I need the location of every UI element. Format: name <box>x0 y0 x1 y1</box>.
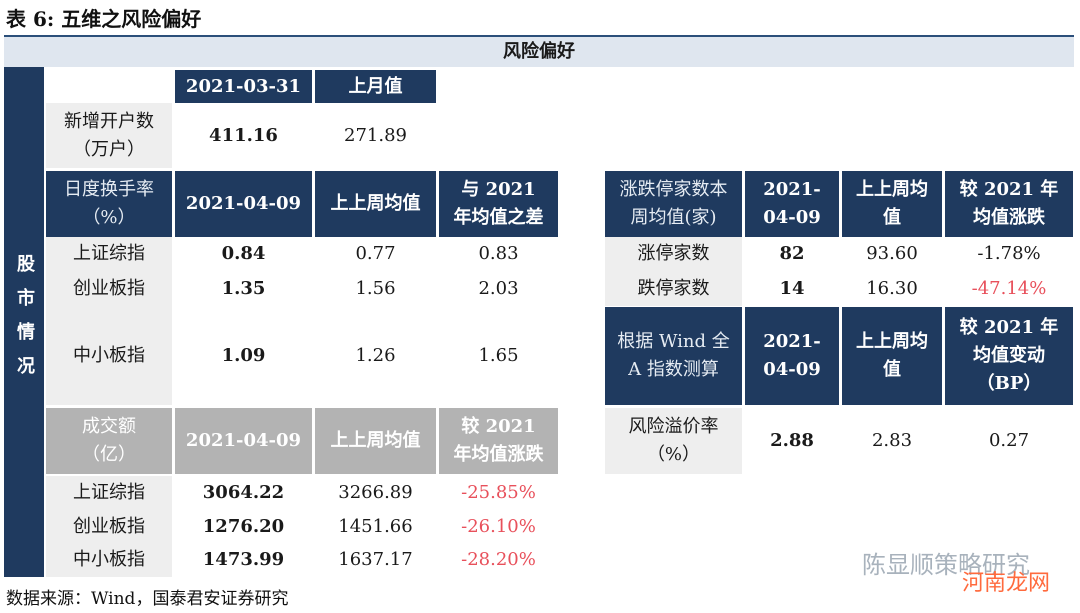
turnover-row-name: 创业板指 <box>46 271 172 307</box>
volume-diff-header: 较 2021 年均值涨跌 <box>439 408 558 474</box>
turnover-row-prev: 0.77 <box>355 243 396 264</box>
turnover-prev-header: 上上周均值 <box>315 171 436 237</box>
premium-label: 风险溢价率（%） <box>605 408 742 474</box>
limits-row-value: 14 <box>779 277 805 299</box>
volume-row-value: 1473.99 <box>202 549 285 570</box>
limits-diff-header: 较 2021 年均值涨跌 <box>945 171 1073 237</box>
limits-date-header: 2021-04-09 <box>745 171 839 237</box>
premium-value: 2.88 <box>770 430 814 451</box>
premium-prev-header: 上上周均值 <box>842 307 942 405</box>
volume-row-prev: 1451.66 <box>338 515 413 537</box>
volume-row-name: 创业板指 <box>46 510 172 543</box>
turnover-row-diff: 1.65 <box>478 345 519 366</box>
turnover-row-value: 1.09 <box>221 345 266 366</box>
accounts-prev-header: 上月值 <box>315 70 436 103</box>
accounts-value: 411.16 <box>209 124 278 146</box>
accounts-prev: 271.89 <box>344 124 407 146</box>
premium-prev: 2.83 <box>871 430 913 451</box>
limits-row-diff: -1.78% <box>977 243 1041 264</box>
limits-row-name: 跌停家数 <box>605 271 742 306</box>
banner-risk-appetite: 风险偏好 <box>4 35 1074 67</box>
turnover-row-name: 上证综指 <box>46 237 172 271</box>
volume-row-value: 1276.20 <box>202 515 285 537</box>
turnover-row-diff: 2.03 <box>478 278 519 299</box>
turnover-row-name: 中小板指 <box>46 307 172 405</box>
limits-row-name: 涨停家数 <box>605 237 742 271</box>
volume-row-diff: -26.10% <box>461 515 536 537</box>
limits-row-prev: 16.30 <box>866 277 918 299</box>
turnover-row-value: 1.35 <box>221 278 266 299</box>
limits-prev-header: 上上周均值 <box>842 171 942 237</box>
premium-diff: 0.27 <box>988 430 1030 451</box>
volume-row-value: 3064.22 <box>202 482 285 503</box>
volume-row-name: 中小板指 <box>46 543 172 577</box>
turnover-date-header: 2021-04-09 <box>175 171 312 237</box>
accounts-label: 新增开户数（万户） <box>46 103 172 168</box>
volume-row-diff: -25.85% <box>461 482 536 503</box>
volume-row-diff: -28.20% <box>461 549 536 570</box>
volume-label-header: 成交额（亿） <box>46 408 172 474</box>
accounts-date-header: 2021-03-31 <box>175 70 312 103</box>
limits-label-header: 涨跌停家数本周均值(家) <box>605 171 742 237</box>
limits-row-value: 82 <box>779 243 805 264</box>
volume-row-name: 上证综指 <box>46 476 172 510</box>
premium-diff-header: 较 2021 年均值变动（BP） <box>945 307 1073 405</box>
table-title: 表 6: 五维之风险偏好 <box>6 7 202 31</box>
volume-prev-header: 上上周均值 <box>315 408 436 474</box>
turnover-row-value: 0.84 <box>221 243 266 264</box>
watermark: 陈显顺策略研究 <box>862 551 1030 579</box>
turnover-row-prev: 1.56 <box>355 278 396 299</box>
watermark-site: 河南龙网 <box>961 571 1050 596</box>
turnover-diff-header: 与 2021 年均值之差 <box>439 171 558 237</box>
premium-label-header: 根据 Wind 全 A 指数测算 <box>605 307 742 405</box>
turnover-row-prev: 1.26 <box>355 345 396 366</box>
turnover-label-header: 日度换手率（%） <box>46 171 172 237</box>
limits-row-diff: -47.14% <box>971 277 1047 299</box>
side-label: 股市情况 <box>4 67 44 577</box>
volume-date-header: 2021-04-09 <box>175 408 312 474</box>
limits-row-prev: 93.60 <box>866 243 918 264</box>
turnover-row-diff: 0.83 <box>478 243 519 264</box>
volume-row-prev: 3266.89 <box>338 482 413 503</box>
volume-row-prev: 1637.17 <box>338 549 413 570</box>
source-note: 数据来源：Wind，国泰君安证券研究 <box>6 589 289 609</box>
premium-date-header: 2021-04-09 <box>745 307 839 405</box>
